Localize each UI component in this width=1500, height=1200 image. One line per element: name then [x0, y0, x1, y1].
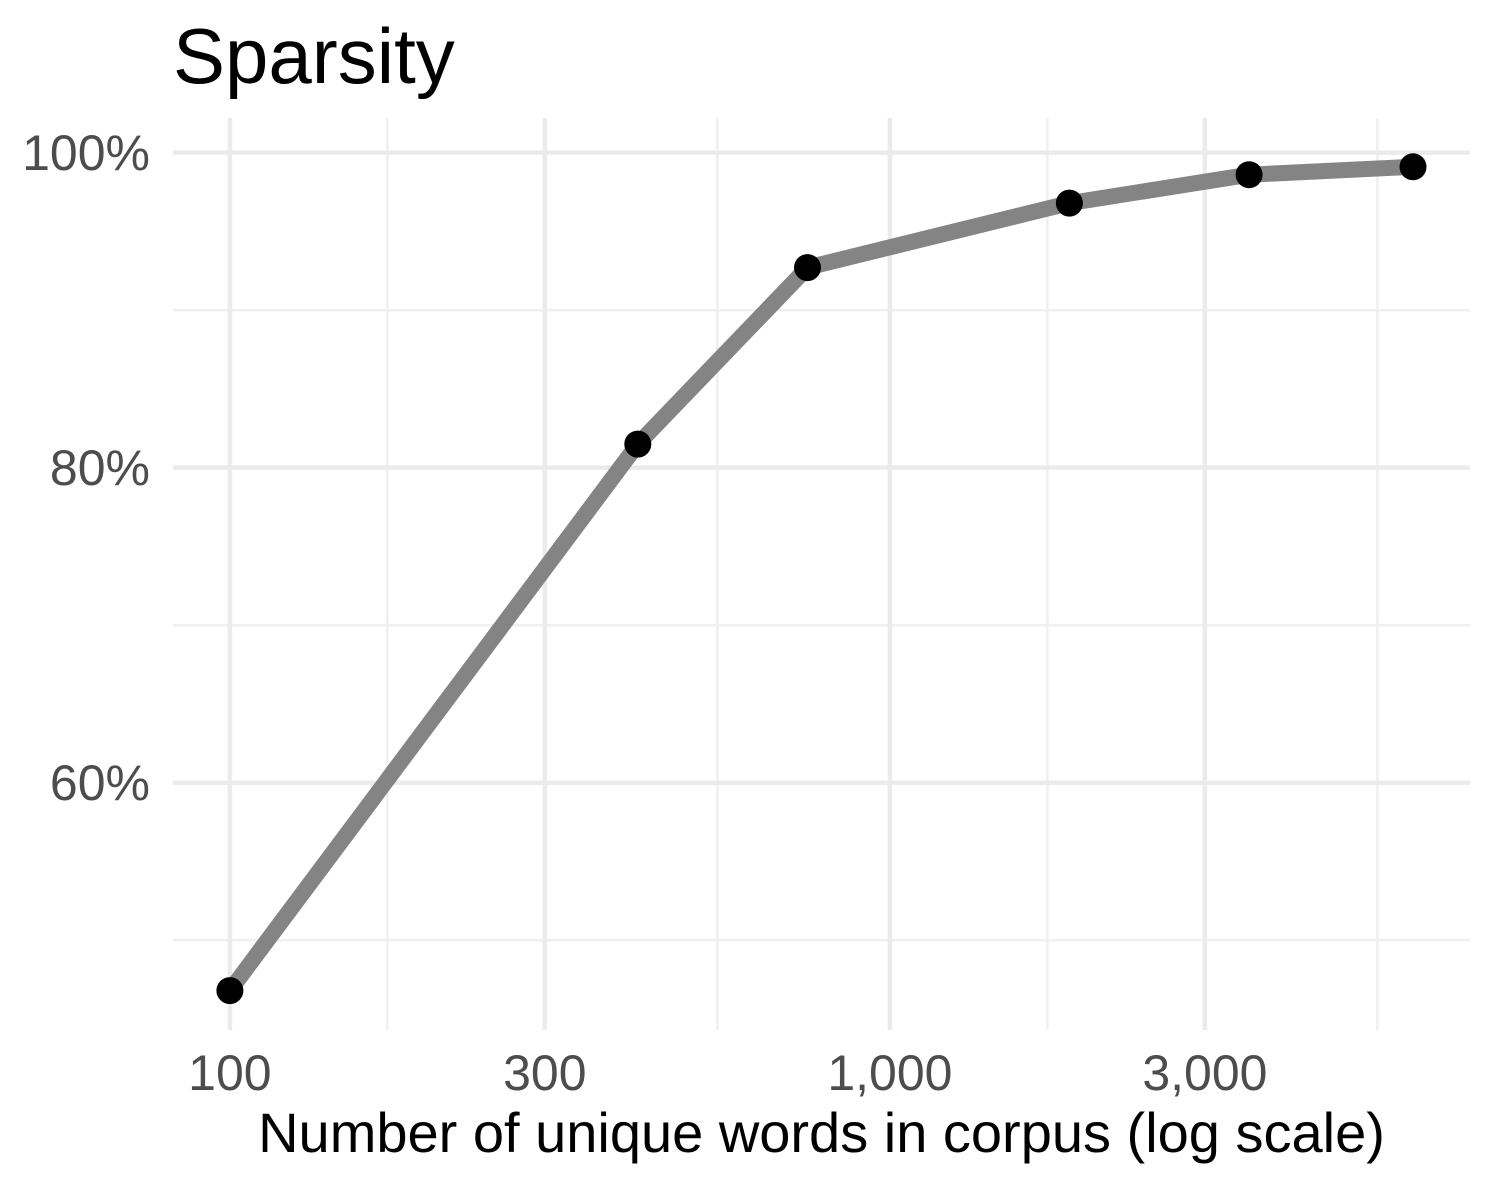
y-tick-label: 100% [22, 125, 150, 181]
x-axis-label: Number of unique words in corpus (log sc… [258, 1101, 1385, 1164]
y-axis-tick-labels: 60% 80% 100% [22, 125, 150, 811]
data-point [1399, 153, 1427, 181]
minor-gridlines [173, 118, 1470, 1030]
data-point [1055, 189, 1083, 217]
chart-title: Sparsity [173, 12, 455, 100]
x-tick-label: 1,000 [827, 1045, 952, 1101]
data-line [223, 158, 1414, 996]
data-point [216, 977, 244, 1005]
x-tick-label: 100 [188, 1045, 271, 1101]
x-axis-tick-labels: 100 300 1,000 3,000 [188, 1045, 1267, 1101]
y-tick-label: 60% [50, 755, 150, 811]
sparsity-line [223, 158, 1414, 996]
major-gridlines [173, 118, 1470, 1030]
x-tick-label: 3,000 [1142, 1045, 1267, 1101]
data-points [216, 153, 1427, 1005]
y-tick-label: 80% [50, 440, 150, 496]
x-tick-label: 300 [503, 1045, 586, 1101]
data-point [624, 430, 652, 458]
data-point [794, 254, 821, 282]
data-point [1235, 161, 1263, 189]
